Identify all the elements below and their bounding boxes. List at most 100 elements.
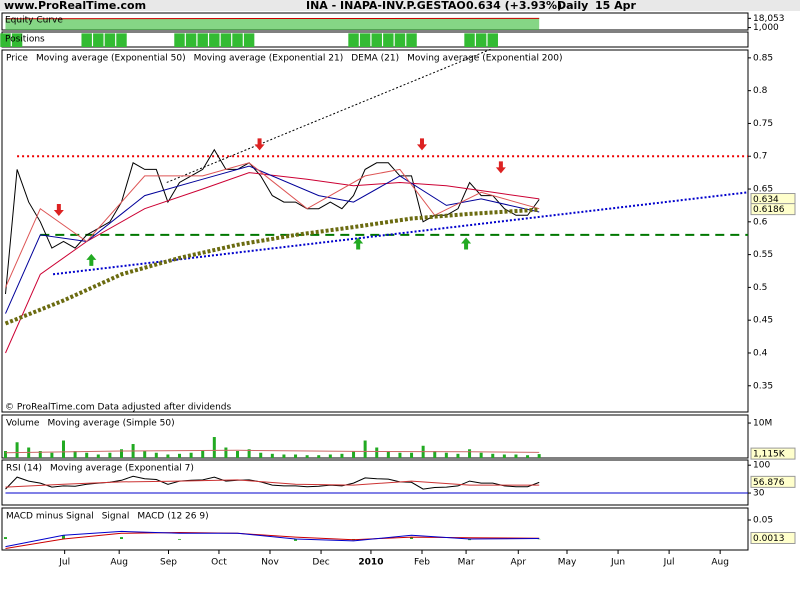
legend-entry: Volume: [6, 419, 40, 429]
bar: [185, 33, 197, 47]
area: [5, 18, 540, 30]
line: [5, 479, 540, 488]
line: [5, 449, 540, 454]
bar: [197, 33, 208, 47]
bar: [3, 451, 7, 458]
dotted-line: [4, 207, 540, 326]
legend-entry: MACD minus Signal: [6, 512, 94, 522]
x-tick-label: Jul: [663, 558, 675, 568]
panel-title: Positions: [5, 35, 45, 45]
value-tag: [750, 531, 796, 544]
y-tick-label: 0.4: [753, 348, 768, 358]
y-tick-label: 0.5: [753, 283, 767, 293]
line: [5, 165, 540, 314]
bar: [468, 538, 472, 541]
x-tick-label: Aug: [110, 558, 128, 568]
y-tick-label: 18,053: [753, 14, 785, 24]
bar: [178, 538, 182, 540]
value-tag: [750, 203, 796, 216]
bar: [3, 537, 7, 539]
value-tag-label: 1,115K: [753, 450, 786, 460]
bar: [348, 33, 359, 47]
legend-entry: Moving average (Exponential 7): [50, 464, 194, 474]
bar: [243, 33, 255, 47]
panel-title: Equity Curve: [5, 16, 63, 26]
bar: [108, 452, 112, 458]
bar: [491, 453, 495, 458]
bar: [375, 447, 379, 458]
bar: [119, 449, 123, 458]
x-tick-label: Sep: [160, 558, 177, 568]
bar: [371, 33, 382, 47]
bar: [247, 449, 251, 458]
bar: [174, 33, 185, 47]
legend-entry: Moving average (Exponential 50): [36, 54, 186, 64]
bar: [189, 452, 193, 458]
bar: [294, 538, 298, 541]
footnote: © ProRealTime.com Data adjusted after di…: [5, 403, 231, 413]
bar: [0, 33, 11, 47]
bar: [468, 449, 472, 458]
y-tick-label: 0.7: [753, 152, 767, 162]
bar: [537, 454, 541, 458]
bar: [50, 452, 54, 458]
bar: [232, 33, 243, 47]
bar: [359, 33, 371, 47]
legend-entry: Moving average (Simple 50): [47, 419, 174, 429]
y-tick-label: 0.55: [753, 250, 773, 260]
x-tick-label: Feb: [414, 558, 430, 568]
legend-entry: Moving average (Exponential 200): [407, 54, 562, 64]
bar: [96, 454, 100, 458]
y-tick-label: 0.8: [753, 86, 768, 96]
value-tag-label: 0.634: [753, 195, 779, 205]
bar: [514, 454, 518, 458]
value-tag-label: 56.876: [753, 478, 785, 488]
bar: [317, 455, 321, 458]
bar: [209, 33, 220, 47]
bar: [294, 454, 298, 458]
date: 15 Apr: [595, 0, 637, 12]
sell-signal: [53, 203, 64, 216]
bar: [81, 33, 92, 47]
bar: [166, 454, 170, 458]
instrument: INA - INAPA-INV.P.GESTAO: [306, 0, 466, 12]
buy-signal: [353, 237, 364, 250]
y-tick-label: 1,000: [753, 23, 779, 33]
legend-entry: MACD (12 26 9): [137, 512, 208, 522]
value-tag: [750, 475, 796, 488]
line: [5, 172, 540, 354]
y-tick-label: 0.05: [753, 516, 773, 526]
bar: [305, 455, 309, 458]
bar: [526, 455, 530, 458]
bar: [236, 451, 240, 458]
line: [5, 148, 540, 295]
bar: [178, 453, 182, 458]
line: [5, 530, 540, 548]
bar: [383, 33, 394, 47]
bar: [11, 33, 23, 47]
x-tick-label: Aug: [711, 558, 729, 568]
bar: [340, 453, 344, 458]
line: [5, 162, 540, 288]
y-tick-label: 100: [753, 461, 770, 471]
quote: 0.634 (+3.93%): [466, 0, 562, 12]
bar: [15, 442, 19, 458]
y-tick-label: 10M: [753, 419, 772, 429]
x-tick-label: Mar: [458, 558, 475, 568]
y-tick-label: 0.85: [753, 53, 773, 63]
y-tick-label: 0.35: [753, 381, 773, 391]
legend-entry: RSI (14): [6, 464, 42, 474]
x-tick-label: May: [558, 558, 577, 568]
value-tag: [750, 447, 796, 460]
bar: [502, 454, 506, 458]
site: www.ProRealTime.com: [4, 0, 146, 12]
bar: [328, 454, 332, 458]
bar: [143, 451, 147, 458]
bar: [352, 451, 356, 458]
bar: [386, 451, 390, 458]
legend-entry: DEMA (21): [351, 54, 399, 64]
x-tick-label: Apr: [510, 558, 526, 568]
bar: [398, 452, 402, 458]
y-tick-label: 0.45: [753, 316, 773, 326]
